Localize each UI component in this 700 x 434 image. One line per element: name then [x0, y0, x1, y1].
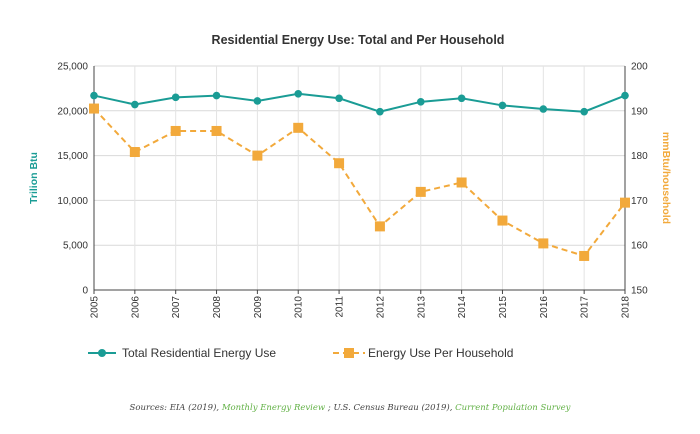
point-total	[90, 91, 98, 100]
legend-item-total: Total Residential Energy Use	[88, 346, 276, 360]
point-household	[374, 221, 385, 232]
left-tick-label: 5,000	[63, 241, 88, 252]
left-tick-label: 25,000	[57, 62, 88, 73]
source-link-current-population-survey[interactable]: Current Population Survey	[455, 403, 571, 413]
x-tick-label: 2008	[212, 296, 223, 319]
x-tick-label: 2009	[253, 296, 264, 319]
x-tick-label: 2018	[621, 296, 632, 319]
chart-title: Residential Energy Use: Total and Per Ho…	[212, 33, 505, 47]
legend-label-household: Energy Use Per Household	[368, 346, 513, 360]
point-total	[335, 94, 343, 103]
x-tick-label: 2010	[294, 296, 305, 319]
source-note: Sources: EIA (2019), Monthly Energy Revi…	[130, 402, 571, 413]
x-axis-ticks: 2005 2006 2007 2008 2009 2010 2011 2012 2013 2014…	[90, 290, 632, 318]
x-tick-label: 2007	[171, 296, 182, 319]
source-middle: ; U.S. Census Bureau (2019),	[325, 402, 455, 413]
right-tick-label: 200	[631, 62, 648, 73]
x-tick-label: 2005	[90, 296, 101, 319]
x-tick-label: 2015	[498, 296, 509, 319]
right-tick-label: 190	[631, 106, 648, 117]
x-tick-label: 2016	[539, 296, 550, 319]
source-prefix: Sources: EIA (2019),	[130, 402, 222, 413]
point-household	[456, 177, 467, 188]
point-household	[252, 150, 263, 161]
axes	[93, 66, 626, 291]
series-line-total	[93, 92, 626, 113]
point-household	[170, 125, 181, 136]
point-household	[497, 215, 508, 226]
right-tick-label: 150	[631, 286, 648, 297]
point-household	[293, 122, 304, 133]
legend-item-household: Energy Use Per Household	[333, 346, 513, 360]
point-total	[376, 107, 384, 116]
point-total	[294, 89, 303, 98]
x-tick-label: 2011	[335, 296, 346, 318]
source-link-monthly-energy-review[interactable]: Monthly Energy Review	[221, 403, 326, 413]
x-tick-label: 2006	[130, 296, 141, 319]
left-tick-label: 10,000	[57, 196, 88, 207]
series-line-household	[93, 107, 626, 258]
right-tick-label: 170	[631, 196, 648, 207]
left-tick-label: 0	[82, 286, 88, 297]
right-axis-title: mmBtu/household	[660, 132, 672, 224]
point-total	[131, 100, 139, 109]
point-household	[579, 250, 590, 261]
point-household	[129, 147, 140, 158]
point-household	[334, 158, 345, 169]
right-axis-ticks: 150 160 170 180 190 200	[631, 62, 648, 297]
point-household	[620, 197, 630, 208]
left-axis-ticks: 0 5,000 10,000 15,000 20,000 25,000	[57, 62, 88, 297]
left-axis-title: Trilion Btu	[28, 152, 40, 204]
point-total	[416, 98, 425, 106]
point-total	[580, 107, 588, 116]
point-total	[621, 91, 629, 100]
legend-label-total: Total Residential Energy Use	[122, 346, 276, 360]
series-layer	[89, 89, 630, 261]
x-tick-label: 2017	[580, 296, 591, 319]
right-tick-label: 180	[631, 151, 648, 162]
point-total	[253, 97, 262, 105]
left-tick-label: 20,000	[57, 106, 88, 117]
x-tick-label: 2012	[375, 296, 386, 319]
x-tick-label: 2013	[416, 296, 427, 319]
point-household	[415, 186, 426, 197]
point-household	[538, 238, 549, 249]
right-tick-label: 160	[631, 241, 648, 252]
point-total	[212, 91, 221, 100]
legend: Total Residential Energy Use Energy Use …	[88, 346, 513, 360]
point-total	[457, 94, 466, 103]
point-total	[171, 93, 180, 102]
left-tick-label: 15,000	[57, 151, 88, 162]
point-total	[539, 105, 548, 113]
point-household	[211, 125, 222, 136]
x-tick-label: 2014	[457, 296, 468, 319]
point-total	[498, 101, 507, 110]
point-household	[89, 103, 99, 114]
